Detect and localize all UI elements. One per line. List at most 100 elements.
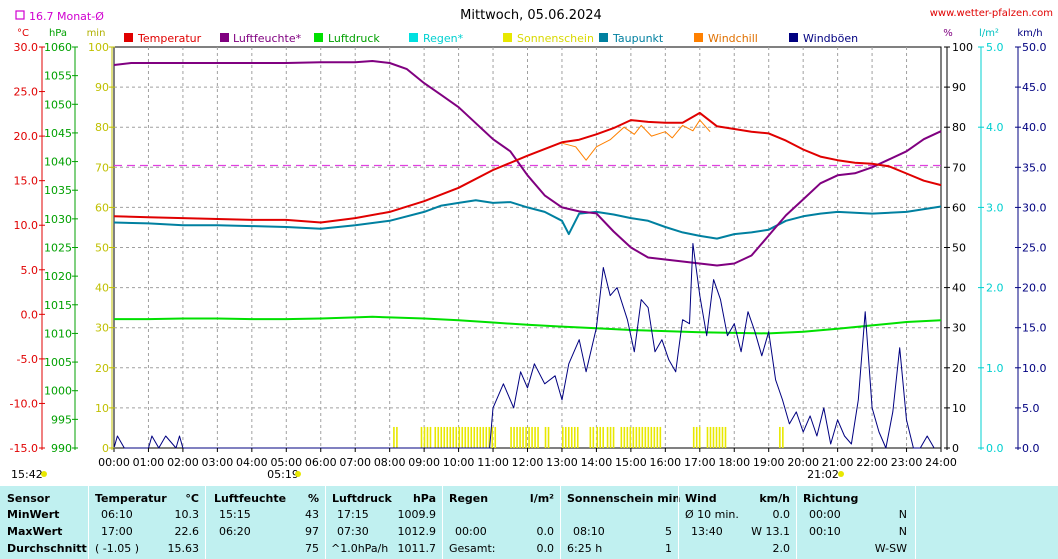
temp-max-value: 22.6 (174, 525, 200, 538)
temperature-axis-label: 25.0 (14, 86, 39, 99)
legend-label: Sonnenschein (517, 32, 594, 45)
rain-total-value: 0.0 (536, 542, 555, 555)
sunshine-bars (393, 426, 784, 448)
wind-axis-label: 0.0 (1022, 442, 1040, 455)
humidity-axis-label: 10 (952, 402, 966, 415)
statistics-table: Sensor MinWert MaxWert Durchschnitt Temp… (0, 486, 1058, 559)
legend-item-pressure[interactable]: Luftdruck (314, 32, 380, 45)
site-link[interactable]: www.wetter-pfalzen.com (930, 8, 1053, 19)
sunshine-bar (653, 426, 656, 448)
stats-header-sensor: Sensor (7, 492, 50, 505)
time-label: 23:00 (891, 456, 923, 469)
sunshine-bar (544, 426, 547, 448)
humidity-axis-label: 60 (952, 201, 966, 214)
pressure-axis-label: 1050 (44, 98, 72, 111)
stats-unit-pressure: hPa (412, 492, 436, 505)
time-label: 15:00 (615, 456, 647, 469)
time-label: 24:00 (925, 456, 957, 469)
time-label: 00:00 (98, 456, 130, 469)
temperature-axis-label: 30.0 (14, 41, 39, 54)
sunset-time: 21:02 (807, 468, 839, 481)
humidity-axis-label: 50 (952, 242, 966, 255)
stats-label-min: MinWert (7, 508, 60, 521)
pressure-axis-label: 1005 (44, 356, 72, 369)
temp-avg-value: 15.63 (167, 542, 200, 555)
pressure-axis-label: 1000 (44, 385, 72, 398)
time-label: 21:00 (822, 456, 854, 469)
pressure-axis-label: 1045 (44, 127, 72, 140)
hum-avg-value: 75 (305, 542, 319, 555)
sunshine-bar (464, 426, 467, 448)
legend-swatch (789, 33, 798, 42)
daylength: 15:42 (11, 468, 43, 481)
sunshine-bar (779, 426, 781, 448)
legend-label: Taupunkt (612, 32, 664, 45)
rain-axis-label: 3.0 (986, 201, 1004, 214)
sunshine-bar (698, 426, 701, 448)
wind-axis-label: 45.0 (1022, 81, 1047, 94)
stats-label-max: MaxWert (7, 525, 63, 538)
pressure-line (114, 315, 942, 335)
sunshine-bar (623, 426, 626, 448)
rain-axis-label: 5.0 (986, 41, 1004, 54)
sunshine-axis-label: 90 (95, 81, 109, 94)
press-trend: ^1.0hPa/h (331, 542, 389, 555)
unit-rain: l/m² (979, 28, 999, 39)
stats-col-rain: Regen l/m² 00:00 0.0 Gesamt: 0.0 (442, 486, 560, 559)
temperature-axis-label: 0.0 (21, 308, 39, 321)
sunshine-bar (712, 426, 715, 448)
legend-item-windgusts[interactable]: Windböen (789, 32, 858, 45)
stats-header-direction: Richtung (803, 492, 859, 505)
dir-max-time: 00:10 (809, 525, 841, 538)
time-label: 06:00 (305, 456, 337, 469)
humidity-axis-label: 80 (952, 121, 966, 134)
sunshine-axis-label: 100 (88, 41, 109, 54)
legend-item-sunshine[interactable]: Sonnenschein (503, 32, 594, 45)
dewpoint-line (113, 199, 942, 240)
daylength-sun-icon (41, 471, 47, 477)
rain-max-time: 00:00 (455, 525, 487, 538)
legend-item-temperature[interactable]: Temperatur (124, 32, 202, 45)
sun-avg-value: 1 (665, 542, 672, 555)
legend-item-rain[interactable]: Regen* (409, 32, 464, 45)
sunshine-bar (606, 426, 609, 448)
temperature-line (113, 111, 942, 224)
wind-avg-value: 2.0 (772, 542, 791, 555)
temperature-axis-label: 5.0 (21, 264, 39, 277)
sunshine-bar (709, 426, 712, 448)
sunshine-bar (715, 426, 718, 448)
stats-header-pressure: Luftdruck (332, 492, 392, 505)
legend-item-windchill[interactable]: Windchill (694, 32, 758, 45)
humidity-axis-label: 100 (952, 41, 973, 54)
time-label: 03:00 (202, 456, 234, 469)
sunshine-bar (650, 426, 653, 448)
legend-item-dewpoint[interactable]: Taupunkt (599, 32, 664, 45)
windchill-line (561, 119, 711, 161)
legend-swatch (409, 33, 418, 42)
humidity-axis-label: 90 (952, 81, 966, 94)
wind-axis-label: 15.0 (1022, 322, 1047, 335)
sunshine-axis-label: 80 (95, 121, 109, 134)
legend-label: Temperatur (137, 32, 202, 45)
sun-duration: 6:25 h (567, 542, 603, 555)
time-label: 17:00 (684, 456, 716, 469)
sunshine-bar (573, 426, 576, 448)
wind-min-label: Ø 10 min. (685, 508, 739, 521)
sunshine-bar (638, 426, 641, 448)
temp-trend: ( -1.05 ) (95, 542, 140, 555)
sunshine-bar (570, 426, 573, 448)
sunshine-bar (629, 426, 632, 448)
sunshine-bar (612, 426, 615, 448)
chart-axes: 30.0 25.0 20.0 15.0 10.0 5.0 0.0 -5.0 -10.0 -15.0… (10, 41, 1047, 469)
unit-wind: km/h (1017, 28, 1042, 39)
temperature-axis-label: 15.0 (14, 175, 39, 188)
wind-axis-label: 30.0 (1022, 201, 1047, 214)
sunshine-axis-label: 70 (95, 161, 109, 174)
sunshine-axis-label: 60 (95, 201, 109, 214)
chart-title: Mittwoch, 05.06.2024 (460, 8, 602, 23)
pressure-axis-label: 1035 (44, 184, 72, 197)
sunshine-bar (547, 426, 550, 448)
time-label: 09:00 (408, 456, 440, 469)
legend-item-humidity[interactable]: Luftfeuchte* (220, 32, 302, 45)
legend-swatch (503, 33, 512, 42)
